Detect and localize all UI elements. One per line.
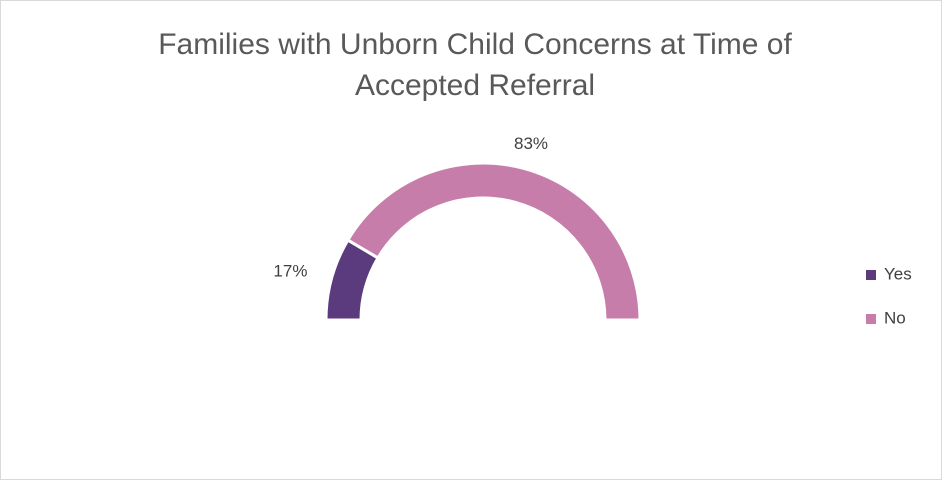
legend-swatch bbox=[866, 314, 876, 324]
data-label: 17% bbox=[273, 261, 307, 280]
legend-label: Yes bbox=[884, 264, 912, 283]
data-label: 83% bbox=[514, 134, 548, 153]
legend-label: No bbox=[884, 308, 906, 327]
segment bbox=[345, 161, 642, 322]
legend-swatch bbox=[866, 270, 876, 280]
chart-title: Families with Unborn Child Concerns at T… bbox=[158, 28, 792, 102]
